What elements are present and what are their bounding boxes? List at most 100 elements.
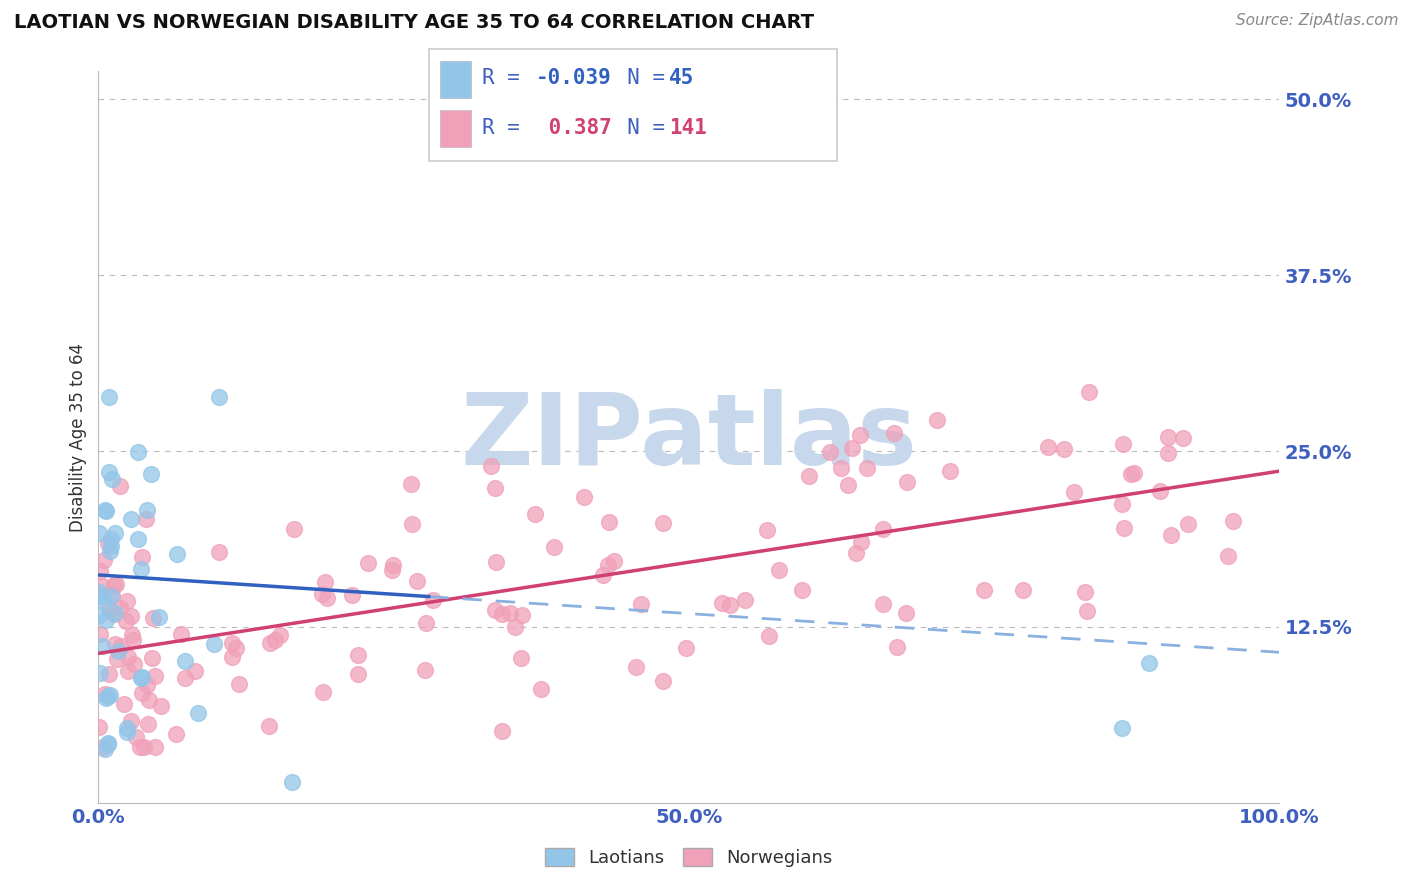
- Point: [894, 606, 917, 620]
- Point: [100, 533, 122, 547]
- Point: [122, 657, 145, 671]
- Point: [108, 601, 131, 615]
- Point: [100, 589, 122, 603]
- Point: [98, 390, 121, 404]
- Point: [103, 607, 125, 622]
- Point: [1171, 431, 1194, 445]
- Point: [484, 603, 506, 617]
- Point: [381, 563, 404, 577]
- Point: [1216, 549, 1239, 563]
- Point: [886, 640, 908, 654]
- Point: [97, 736, 120, 750]
- Point: [851, 535, 873, 549]
- Point: [94, 691, 117, 706]
- Point: [281, 774, 304, 789]
- Point: [117, 649, 139, 664]
- Point: [94, 742, 117, 756]
- Point: [104, 606, 127, 620]
- Point: [790, 582, 813, 597]
- Point: [1112, 437, 1135, 451]
- Point: [718, 599, 741, 613]
- Point: [503, 620, 526, 634]
- Point: [143, 739, 166, 754]
- Point: [734, 593, 756, 607]
- Point: [115, 594, 138, 608]
- Point: [89, 526, 111, 541]
- Text: -0.039: -0.039: [536, 69, 612, 88]
- Point: [165, 727, 187, 741]
- Point: [711, 596, 734, 610]
- Point: [117, 721, 139, 735]
- Point: [105, 652, 128, 666]
- Legend: Laotians, Norwegians: Laotians, Norwegians: [538, 841, 839, 874]
- Point: [114, 615, 136, 629]
- Point: [135, 512, 157, 526]
- Point: [202, 637, 225, 651]
- Point: [259, 636, 281, 650]
- Point: [121, 628, 143, 642]
- Point: [120, 512, 142, 526]
- Point: [509, 650, 531, 665]
- Text: N =: N =: [602, 118, 678, 137]
- Point: [97, 602, 120, 616]
- Point: [90, 640, 112, 654]
- Point: [103, 578, 125, 592]
- Point: [848, 427, 870, 442]
- Point: [652, 516, 675, 530]
- Point: [93, 552, 115, 566]
- Point: [1177, 516, 1199, 531]
- Point: [101, 472, 124, 486]
- Point: [484, 481, 506, 495]
- Point: [142, 611, 165, 625]
- Point: [91, 739, 114, 754]
- Point: [530, 681, 553, 696]
- Point: [543, 540, 565, 554]
- Point: [104, 637, 127, 651]
- Point: [523, 508, 546, 522]
- Point: [97, 738, 120, 752]
- Point: [90, 589, 112, 603]
- Text: R =: R =: [482, 118, 533, 137]
- Point: [768, 563, 790, 577]
- Point: [105, 577, 128, 591]
- Point: [1157, 446, 1180, 460]
- Point: [598, 558, 620, 573]
- Point: [630, 597, 652, 611]
- Point: [312, 685, 335, 699]
- Point: [818, 445, 841, 459]
- Point: [136, 678, 159, 692]
- Text: N =: N =: [602, 69, 678, 88]
- Point: [283, 522, 305, 536]
- Point: [357, 556, 380, 570]
- Point: [174, 653, 197, 667]
- Point: [845, 546, 868, 560]
- Point: [340, 588, 363, 602]
- Point: [138, 693, 160, 707]
- Point: [422, 592, 444, 607]
- Text: 45: 45: [669, 69, 695, 88]
- Point: [89, 564, 111, 578]
- Point: [127, 445, 149, 459]
- Point: [837, 477, 859, 491]
- Point: [120, 714, 142, 728]
- Point: [830, 461, 852, 475]
- Point: [675, 640, 697, 655]
- Point: [107, 644, 129, 658]
- Point: [1074, 584, 1097, 599]
- Point: [1111, 721, 1133, 735]
- Point: [170, 627, 193, 641]
- Point: [90, 579, 112, 593]
- Point: [141, 650, 163, 665]
- Point: [1063, 484, 1085, 499]
- Point: [221, 636, 243, 650]
- Point: [208, 390, 231, 404]
- Point: [117, 664, 139, 678]
- Point: [97, 536, 120, 550]
- Text: ZIPatlas: ZIPatlas: [461, 389, 917, 485]
- Point: [314, 574, 336, 589]
- Point: [97, 690, 120, 704]
- Point: [138, 716, 160, 731]
- Point: [479, 458, 502, 473]
- Point: [131, 685, 153, 699]
- Point: [346, 648, 368, 663]
